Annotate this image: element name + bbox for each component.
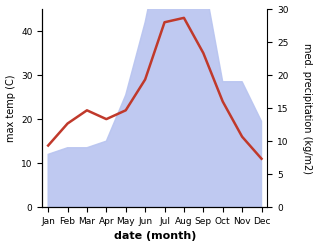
X-axis label: date (month): date (month) bbox=[114, 231, 196, 242]
Y-axis label: med. precipitation (kg/m2): med. precipitation (kg/m2) bbox=[302, 43, 313, 174]
Y-axis label: max temp (C): max temp (C) bbox=[5, 74, 16, 142]
